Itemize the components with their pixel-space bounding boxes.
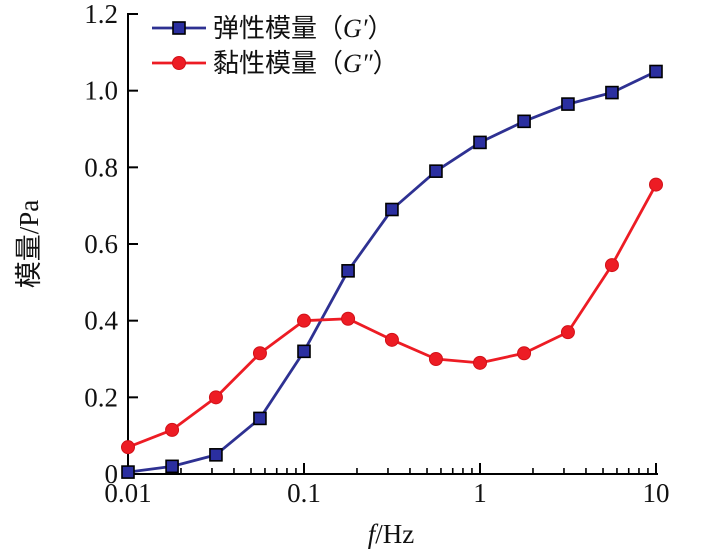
x-axis-title: f/Hz — [368, 519, 415, 549]
y-tick-label: 0.2 — [84, 382, 118, 412]
legend: 弹性模量（G′） 黏性模量（G″） — [152, 14, 399, 78]
data-point-marker — [253, 411, 267, 426]
data-point-marker — [297, 344, 311, 359]
series-storage-modulus — [121, 64, 663, 479]
data-point-marker — [341, 311, 356, 326]
data-point-marker — [517, 346, 532, 361]
data-point-marker — [297, 313, 311, 328]
legend-label: 黏性模量（G″） — [213, 49, 399, 78]
data-point-marker — [341, 264, 355, 278]
axis-ticks: 0 0.2 0.4 0.6 0.8 1.0 1.2 0.01 0.1 1 10 — [84, 0, 669, 508]
x-axis-title-symbol: f — [368, 519, 379, 549]
data-point-marker — [121, 465, 135, 479]
data-point-marker — [649, 177, 663, 192]
data-point-marker — [517, 114, 531, 129]
legend-item: 弹性模量（G′） — [152, 14, 394, 43]
y-tick-label: 1.0 — [84, 76, 118, 106]
data-point-marker — [560, 325, 575, 340]
data-point-marker — [209, 448, 223, 462]
legend-label: 弹性模量（G′） — [213, 14, 394, 43]
data-point-marker — [385, 202, 399, 217]
legend-item: 黏性模量（G″） — [152, 49, 399, 78]
data-point-marker — [605, 85, 619, 100]
y-axis-title: 模量/Pa — [14, 200, 44, 289]
data-point-marker — [384, 332, 399, 347]
data-point-marker — [604, 258, 619, 273]
data-point-marker — [473, 355, 487, 370]
y-tick-label: 1.2 — [84, 0, 118, 29]
data-point-marker — [121, 440, 135, 455]
series-line — [126, 183, 658, 449]
data-point-marker — [473, 135, 487, 150]
data-series — [121, 64, 663, 479]
series-loss-modulus — [121, 177, 663, 455]
data-point-marker — [252, 346, 267, 361]
data-point-marker — [428, 352, 443, 366]
x-axis-title-unit: /Hz — [375, 519, 414, 549]
x-tick-label: 0.1 — [287, 478, 321, 508]
x-tick-label: 0.01 — [104, 478, 151, 508]
data-point-marker — [165, 459, 179, 474]
data-point-marker — [172, 21, 186, 35]
data-point-marker — [649, 64, 663, 79]
data-point-marker — [208, 390, 223, 405]
data-point-marker — [172, 56, 186, 70]
y-tick-label: 0 — [105, 459, 119, 489]
data-point-marker — [561, 97, 575, 111]
axis-spines — [127, 13, 658, 475]
y-tick-label: 0.6 — [84, 229, 118, 259]
y-tick-label: 0.4 — [84, 306, 118, 336]
series-line — [126, 70, 658, 474]
y-tick-label: 0.8 — [84, 152, 118, 182]
data-point-marker — [429, 164, 443, 178]
x-tick-label: 10 — [643, 478, 670, 508]
x-tick-label: 1 — [473, 478, 487, 508]
data-point-marker — [165, 422, 180, 437]
